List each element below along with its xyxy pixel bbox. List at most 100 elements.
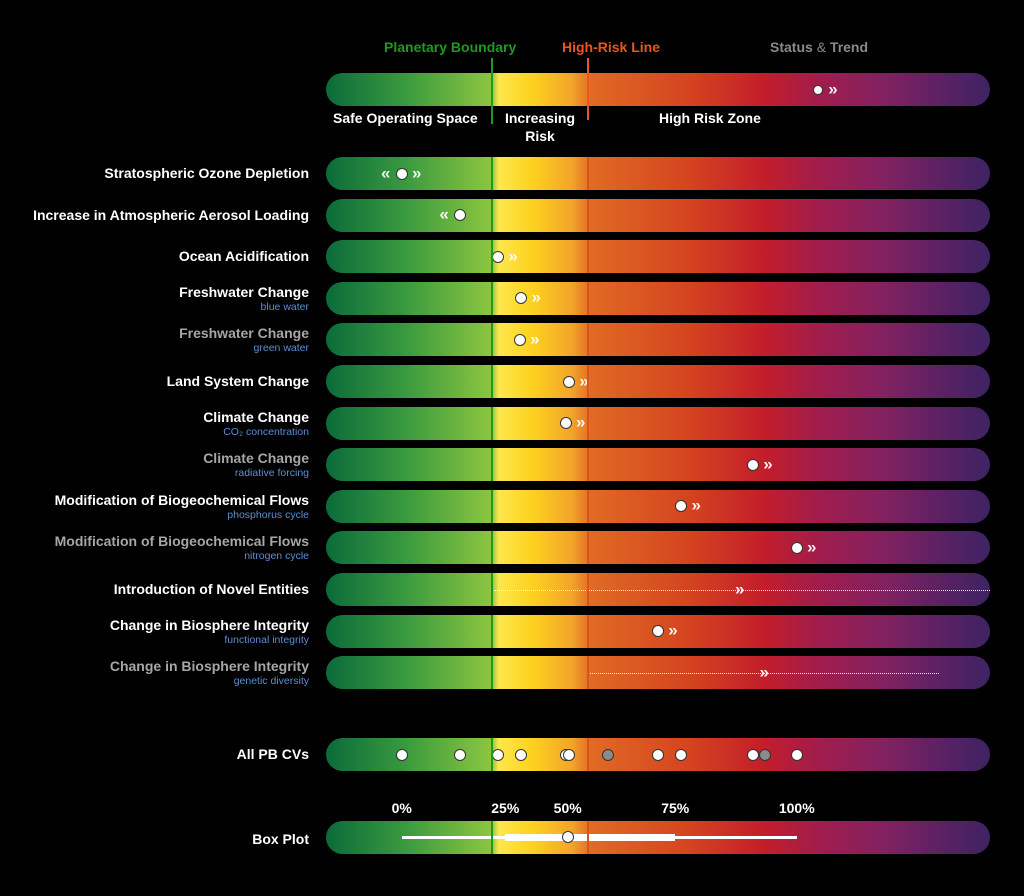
cv-point: [652, 749, 664, 761]
boundary-bar: [326, 281, 990, 315]
pb-line: [491, 573, 493, 606]
row-label-sub: radiative forcing: [234, 467, 309, 480]
row-label-main: Introduction of Novel Entities: [113, 581, 309, 597]
status-dot: [790, 541, 803, 554]
legend-bar: [326, 73, 990, 106]
hr-line: [587, 821, 590, 854]
pb-line: [491, 365, 493, 398]
trend-increasing-icon: »: [508, 246, 518, 266]
hr-line: [587, 406, 590, 440]
row-label-main: Freshwater Change: [179, 283, 309, 300]
boundary-bar: [326, 323, 990, 357]
row-label-main: Freshwater Change: [179, 325, 309, 342]
row-label-main: Change in Biosphere Integrity: [109, 658, 309, 675]
status-dot: [746, 458, 759, 471]
row-label-main: Stratospheric Ozone Depletion: [104, 165, 309, 181]
row-label: Change in Biosphere Integrity genetic div…: [110, 658, 309, 687]
pb-line: [491, 531, 493, 565]
row-label-sub: nitrogen cycle: [244, 550, 309, 563]
quantile-label: 75%: [661, 800, 690, 816]
status-dot: [515, 292, 528, 305]
uncertainty-range-line: [588, 672, 939, 674]
boundary-bar: [326, 365, 990, 398]
trend-increasing-icon: »: [668, 620, 678, 640]
boundary-bar: [326, 198, 990, 232]
trend-increasing-icon: »: [759, 662, 769, 682]
trend-increasing-icon: »: [530, 329, 540, 349]
cv-point: [746, 749, 759, 761]
planetary-boundary-heading: Planetary Boundary: [384, 39, 517, 55]
row-label: Climate Change radiative forcing: [203, 450, 309, 479]
row-label-main: Change in Biosphere Integrity: [109, 616, 309, 633]
zone-increasing-line2: Risk: [525, 128, 555, 144]
row-label: Introduction of Novel Entities: [114, 581, 309, 598]
row-label-sub: genetic diversity: [233, 675, 309, 688]
quantile-label: 50%: [553, 800, 582, 816]
zone-label-increasing: Increasing Risk: [503, 109, 577, 145]
hr-line: [587, 198, 590, 232]
cv-point: [454, 749, 467, 761]
status-dot: [513, 333, 526, 346]
cv-point: [395, 749, 408, 761]
hr-line: [587, 573, 590, 606]
pb-line: [491, 281, 493, 315]
trend-increasing-icon: »: [763, 454, 773, 474]
boundary-bar: [326, 531, 990, 565]
boundary-bar: [326, 157, 990, 190]
zone-label-safe: Safe Operating Space: [333, 110, 478, 126]
trend-increasing-icon: »: [734, 579, 745, 598]
trend-word: Trend: [829, 39, 869, 55]
uncertainty-range-line: [493, 589, 990, 591]
status-trend-heading: Status & Trend: [770, 39, 868, 55]
trend-decreasing-icon: «: [439, 204, 449, 224]
pb-line: [491, 656, 493, 690]
row-label: Increase in Atmospheric Aerosol Loading: [33, 207, 309, 224]
hr-line: [587, 531, 590, 565]
cv-point: [790, 749, 803, 761]
cv-point: [515, 749, 528, 761]
pb-line: [491, 821, 493, 854]
row-label: Modification of Biogeochemical Flows nitr…: [55, 533, 309, 562]
hr-line: [587, 323, 590, 357]
row-label-main: Ocean Acidification: [178, 248, 309, 265]
hr-line: [587, 157, 590, 190]
status-dot: [675, 500, 688, 513]
box-plot-label: Box Plot: [252, 831, 309, 847]
pb-line: [491, 157, 493, 190]
zone-increasing-line1: Increasing: [504, 110, 576, 126]
row-label: Freshwater Change green water: [179, 325, 309, 354]
box-median-dot: [561, 831, 574, 843]
zone-label-high-risk: High Risk Zone: [659, 110, 761, 126]
row-label: Land System Change: [167, 373, 309, 390]
pb-line: [491, 198, 493, 232]
status-dot: [559, 417, 572, 430]
cv-point-gray: [758, 749, 771, 761]
high-risk-line-heading: High-Risk Line: [562, 39, 661, 55]
box-iqr: [505, 834, 676, 841]
legend-status-dot: [813, 85, 823, 95]
hr-line: [587, 448, 590, 482]
quantile-label: 100%: [778, 800, 815, 816]
pb-line: [491, 323, 493, 357]
cv-point: [563, 749, 576, 761]
cv-point: [675, 749, 688, 761]
boundary-bar: [326, 406, 990, 440]
boundary-bar: [326, 489, 990, 523]
hr-line: [587, 489, 590, 523]
row-label-main: Climate Change: [203, 450, 309, 467]
hr-line: [587, 738, 590, 771]
trend-increasing-icon: »: [575, 412, 586, 432]
boundary-bar: [326, 448, 990, 482]
row-label: Climate Change CO₂ concentration: [203, 409, 309, 438]
pb-line: [491, 406, 493, 440]
pb-line: [491, 738, 493, 771]
row-label-sub: functional integrity: [224, 633, 309, 646]
status-word: Status: [770, 39, 813, 55]
boundary-bar: [326, 240, 990, 274]
pb-line: [491, 240, 493, 274]
quantile-label: 0%: [391, 800, 412, 816]
trend-decreasing-icon: «: [380, 163, 391, 182]
status-dot: [563, 375, 576, 388]
trend-increasing-icon: »: [531, 287, 541, 307]
row-label: Modification of Biogeochemical Flows phos…: [55, 492, 309, 521]
